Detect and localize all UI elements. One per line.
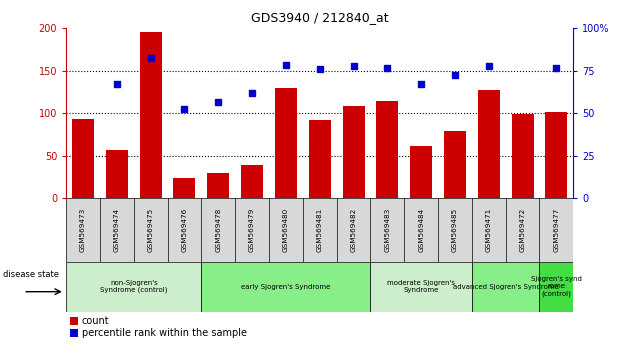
Text: GSM569479: GSM569479 [249, 208, 255, 252]
Bar [472, 262, 539, 312]
Legend: count, percentile rank within the sample: count, percentile rank within the sample [71, 316, 247, 338]
Bar [309, 120, 331, 198]
Bar [512, 114, 534, 198]
Bar [207, 173, 229, 198]
Bar [202, 262, 370, 312]
Text: GSM569475: GSM569475 [147, 208, 154, 252]
Text: GDS3940 / 212840_at: GDS3940 / 212840_at [251, 11, 389, 24]
Text: GSM569478: GSM569478 [215, 208, 221, 252]
Bar [140, 32, 162, 198]
Text: GSM569481: GSM569481 [317, 208, 323, 252]
Text: early Sjogren's Syndrome: early Sjogren's Syndrome [241, 284, 331, 290]
Bar [241, 165, 263, 198]
Bar [410, 145, 432, 198]
Bar [343, 107, 365, 198]
Text: GSM569472: GSM569472 [520, 208, 525, 252]
Bar [376, 101, 398, 198]
Bar [444, 131, 466, 198]
Text: GSM569485: GSM569485 [452, 208, 458, 252]
Bar [539, 262, 573, 312]
Bar [72, 119, 94, 198]
Text: non-Sjogren's
Syndrome (control): non-Sjogren's Syndrome (control) [100, 280, 168, 293]
Text: GSM569483: GSM569483 [384, 208, 391, 252]
Bar [478, 90, 500, 198]
Text: advanced Sjogren's Syndrome: advanced Sjogren's Syndrome [453, 284, 559, 290]
Text: moderate Sjogren's
Syndrome: moderate Sjogren's Syndrome [387, 280, 455, 293]
Bar [173, 178, 195, 198]
Text: GSM569484: GSM569484 [418, 208, 424, 252]
Bar [370, 262, 472, 312]
Text: GSM569477: GSM569477 [553, 208, 559, 252]
Text: disease state: disease state [3, 270, 59, 279]
Text: GSM569480: GSM569480 [283, 208, 289, 252]
Text: GSM569474: GSM569474 [114, 208, 120, 252]
Bar [546, 113, 568, 198]
Text: GSM569471: GSM569471 [486, 208, 492, 252]
Text: GSM569482: GSM569482 [350, 208, 357, 252]
Bar [66, 262, 202, 312]
Bar [275, 88, 297, 198]
Bar [106, 150, 128, 198]
Text: GSM569473: GSM569473 [80, 208, 86, 252]
Text: GSM569476: GSM569476 [181, 208, 188, 252]
Text: Sjogren's synd
rome
(control): Sjogren's synd rome (control) [531, 276, 582, 297]
